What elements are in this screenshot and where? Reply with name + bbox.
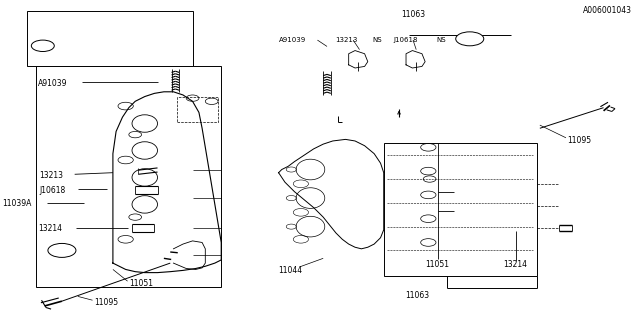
- Text: 13213: 13213: [40, 171, 63, 180]
- Text: 13214: 13214: [38, 224, 62, 233]
- Circle shape: [48, 244, 76, 257]
- Text: 11039A: 11039A: [2, 199, 31, 208]
- Text: J10618: J10618: [394, 37, 419, 43]
- Text: (        -9605): ( -9605): [114, 49, 158, 56]
- Text: 11044: 11044: [278, 266, 303, 275]
- Text: 10993: 10993: [63, 20, 88, 29]
- Circle shape: [456, 32, 484, 46]
- Text: 11051: 11051: [425, 260, 449, 268]
- Bar: [27, 11, 193, 67]
- Text: A91039: A91039: [278, 37, 306, 43]
- Text: A006001043: A006001043: [583, 6, 632, 15]
- Bar: [384, 142, 537, 276]
- Text: NS: NS: [372, 37, 382, 43]
- Text: 11095: 11095: [567, 136, 591, 145]
- Text: 1: 1: [40, 41, 45, 50]
- Text: 11063: 11063: [401, 10, 426, 19]
- Text: NS: NS: [436, 37, 446, 43]
- Circle shape: [31, 40, 54, 52]
- Text: (9606-        ): (9606- ): [114, 21, 158, 28]
- Bar: [36, 67, 221, 287]
- Text: 1: 1: [467, 34, 472, 43]
- Text: 11095: 11095: [94, 298, 118, 307]
- Text: A91039: A91039: [38, 79, 68, 88]
- Text: J10618: J10618: [63, 48, 90, 57]
- Text: 13214: 13214: [504, 260, 527, 268]
- Text: 13213: 13213: [335, 37, 358, 43]
- Text: J10618: J10618: [40, 186, 66, 195]
- Text: 11044: 11044: [157, 46, 182, 55]
- Text: 11063: 11063: [405, 291, 429, 300]
- Bar: [177, 97, 218, 122]
- Text: 1: 1: [60, 246, 65, 255]
- Text: 11051: 11051: [129, 279, 153, 288]
